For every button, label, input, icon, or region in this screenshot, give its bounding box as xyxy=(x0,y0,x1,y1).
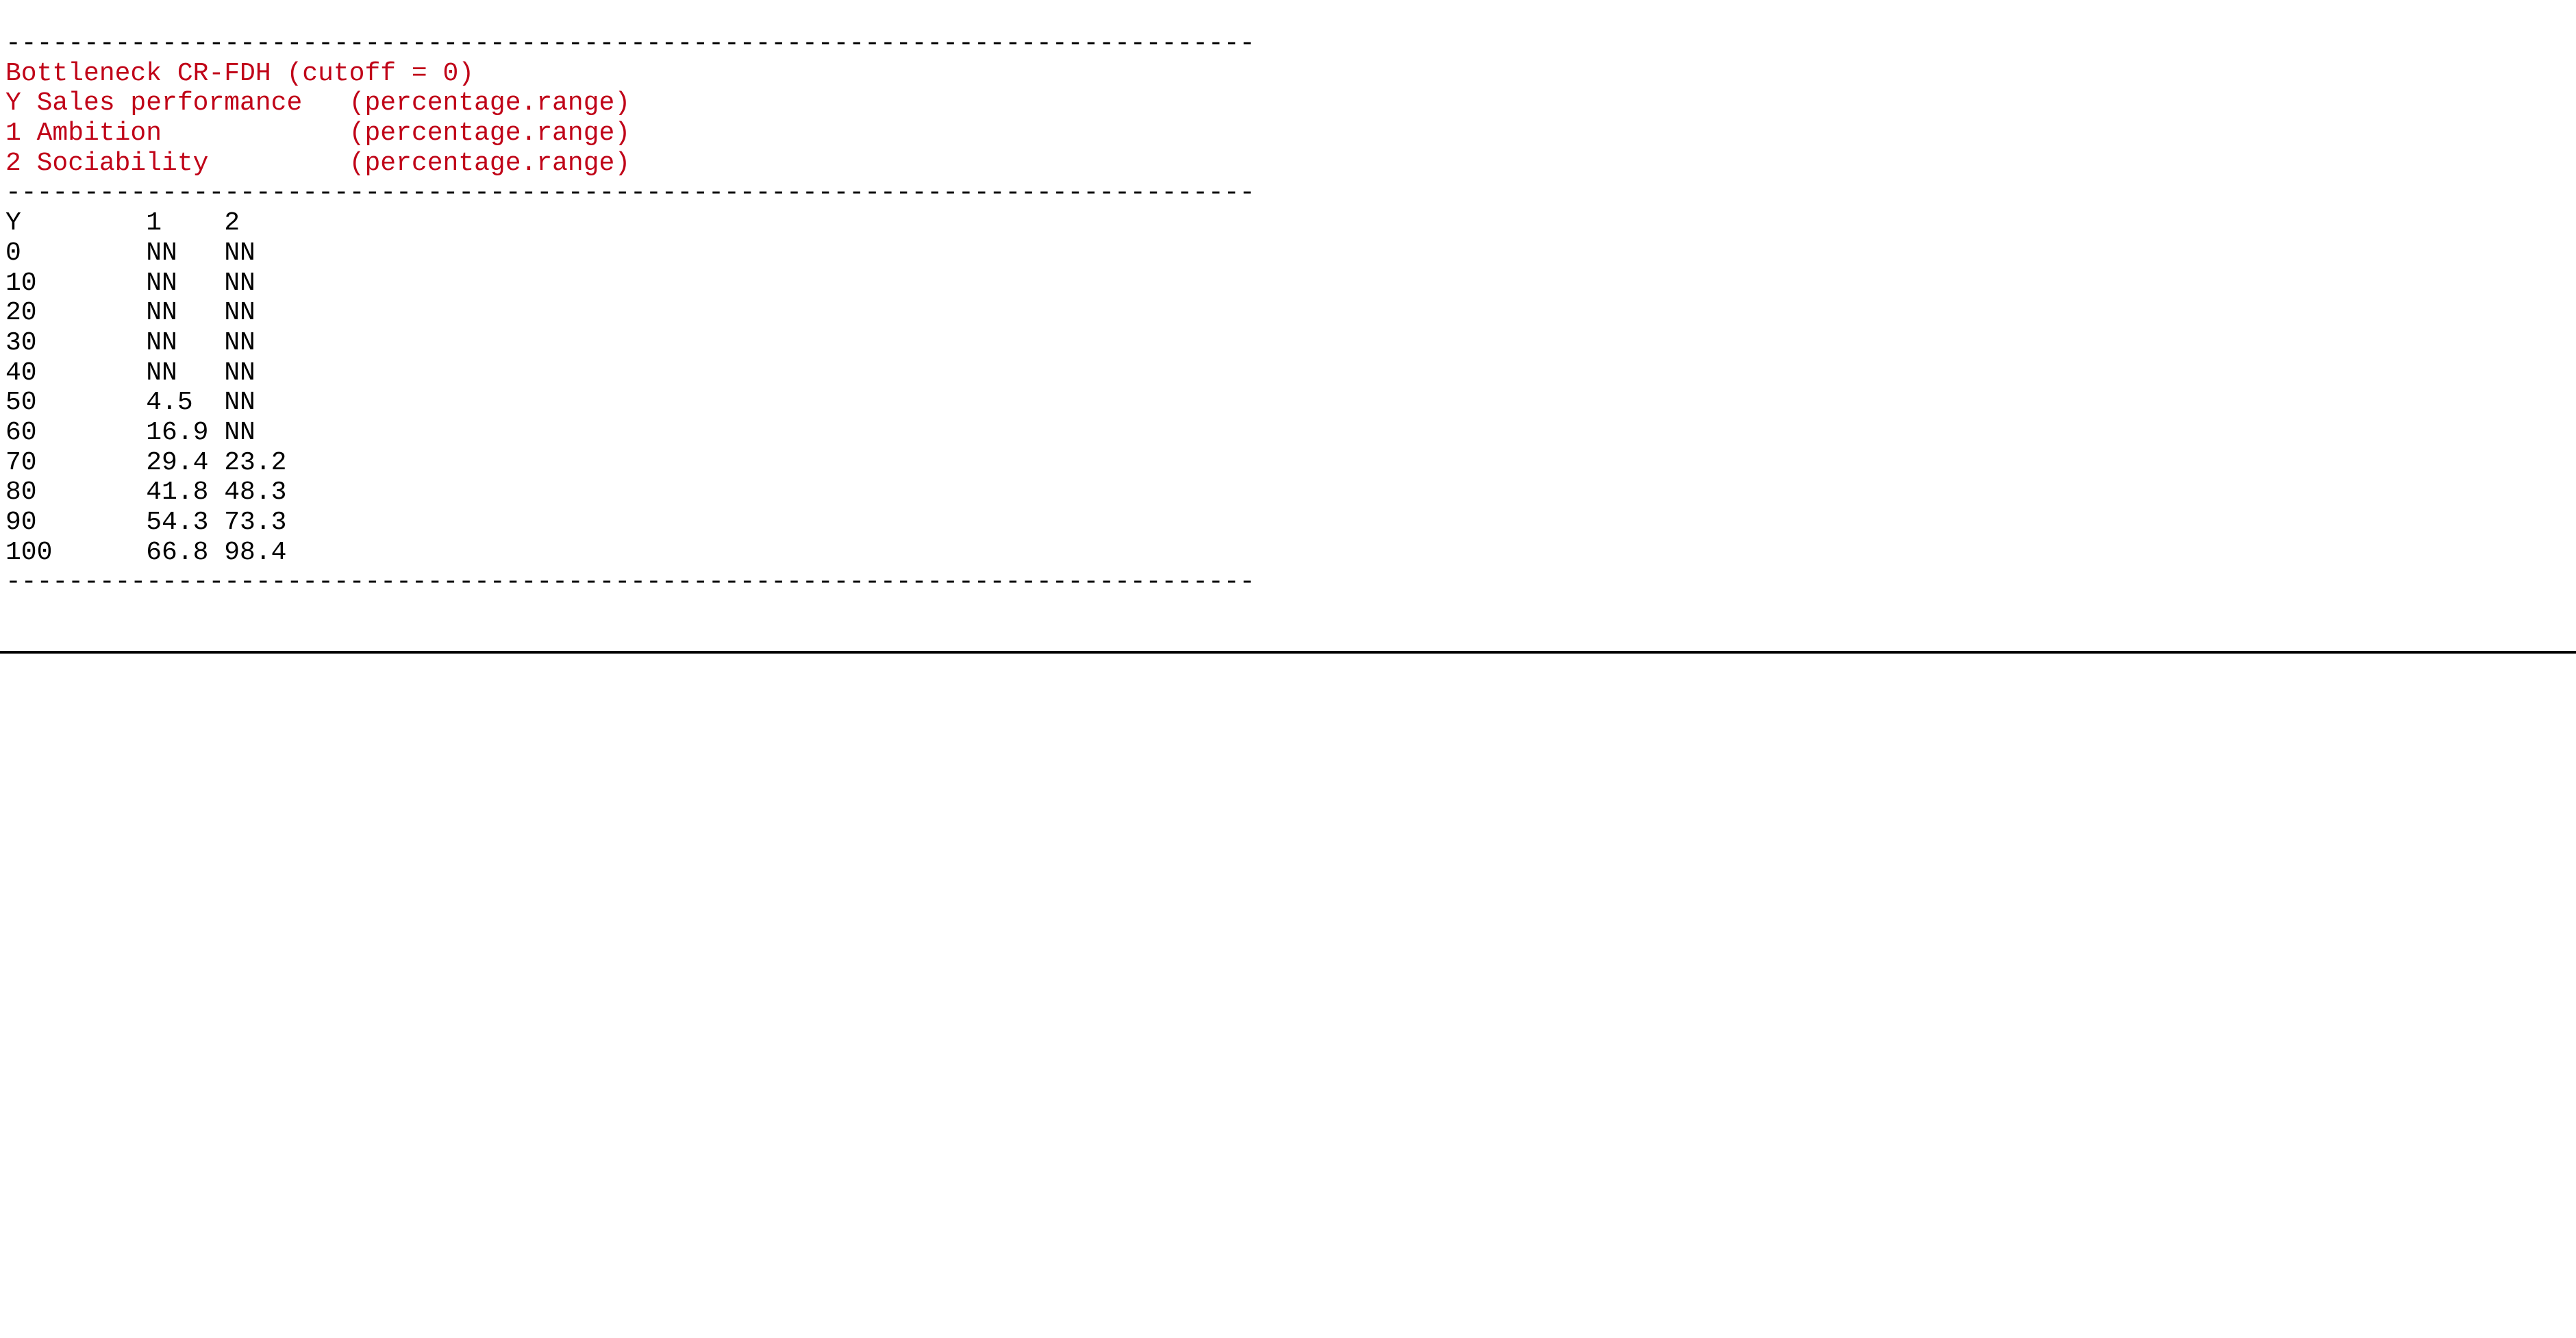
console-output: ----------------------------------------… xyxy=(0,26,2576,625)
footer-rule xyxy=(0,651,2576,654)
